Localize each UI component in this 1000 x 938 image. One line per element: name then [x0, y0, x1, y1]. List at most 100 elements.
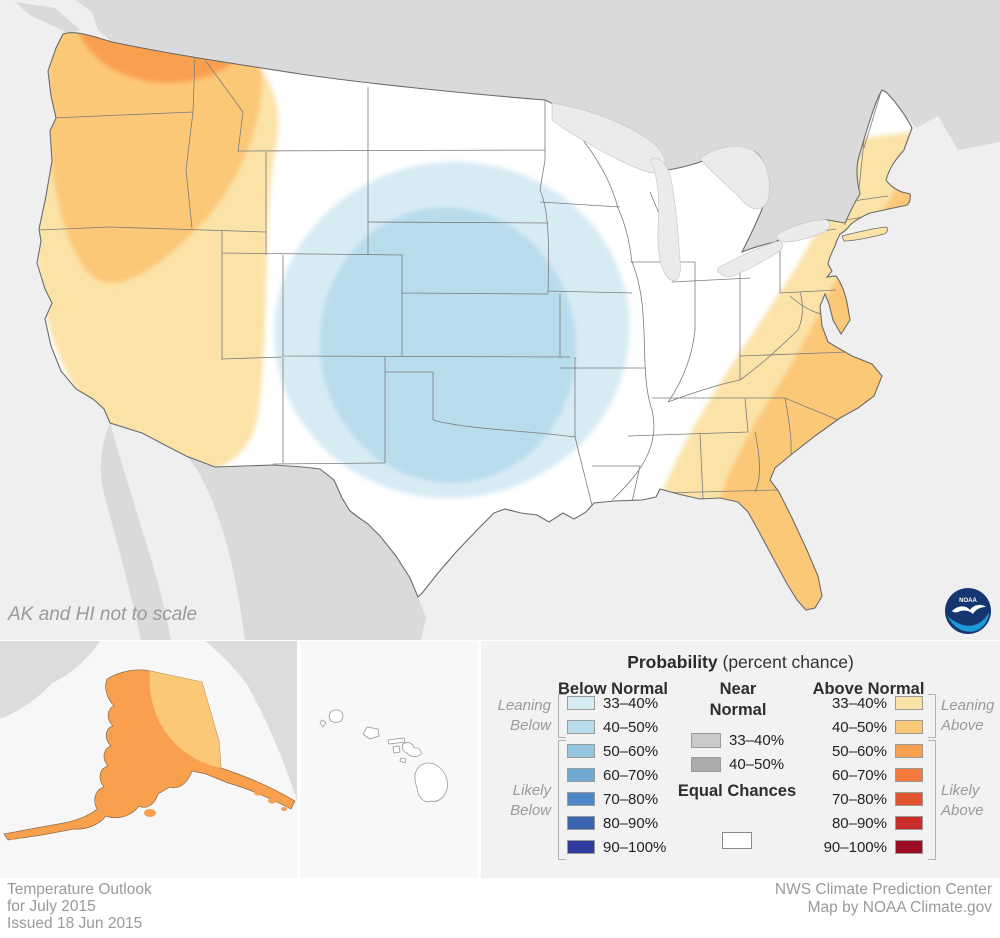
- footer-period: for July 2015: [7, 898, 96, 915]
- leaning-below-bracket: [558, 694, 566, 738]
- legend-row: 40–50%: [567, 715, 666, 739]
- overlay-below-center-40-50: [319, 207, 577, 483]
- hawaii-inset: [300, 641, 478, 878]
- legend-row: 33–40%: [691, 728, 784, 752]
- above-range-label: 50–60%: [831, 742, 887, 760]
- legend: Probability (percent chance) Below Norma…: [481, 641, 1000, 878]
- legend-row: 33–40%: [567, 691, 666, 715]
- above-range-label: 80–90%: [831, 814, 887, 832]
- footer-credit: Map by NOAA Climate.gov: [807, 899, 992, 916]
- legend-row: 80–90%: [567, 811, 666, 835]
- lake-ontario: [776, 219, 831, 243]
- footer-title: Temperature Outlook: [7, 881, 152, 898]
- noaa-logo-gull: [952, 604, 986, 614]
- conus-map-svg: [15, 0, 1000, 640]
- legend-row: 33–40%: [817, 691, 923, 715]
- legend-title-bold: Probability: [627, 652, 718, 672]
- below-range-label: 70–80%: [603, 790, 659, 808]
- state-borders: [37, 55, 889, 506]
- equal-chances-label: Equal Chances: [677, 782, 797, 800]
- hawaiian-islands: [319, 709, 448, 803]
- canada-landmass-ak: [205, 641, 297, 801]
- below-range-label: 40–50%: [603, 718, 659, 736]
- below-swatch-80-90: [567, 816, 595, 830]
- legend-row: 50–60%: [567, 739, 666, 763]
- footer-issued: Issued 18 Jun 2015: [7, 915, 143, 932]
- near-normal-rows: 33–40% 40–50%: [691, 728, 784, 776]
- above-range-label: 90–100%: [823, 838, 887, 856]
- island-oahu: [362, 726, 380, 740]
- legend-row: 40–50%: [817, 715, 923, 739]
- near-range-label: 33–40%: [729, 731, 785, 749]
- leaning-above-label: Leaning Above: [941, 697, 995, 734]
- below-range-label: 60–70%: [603, 766, 659, 784]
- near-normal-header: Near Normal: [709, 680, 767, 719]
- below-normal-header: Below Normal: [557, 680, 669, 698]
- great-lakes: [551, 102, 831, 282]
- likely-above-bracket: [928, 740, 936, 860]
- above-range-label: 60–70%: [831, 766, 887, 784]
- footer: Temperature Outlook for July 2015 Issued…: [0, 878, 1000, 938]
- aleutian-islands: [10, 790, 287, 841]
- island-lanai: [392, 745, 401, 754]
- legend-row: 60–70%: [567, 763, 666, 787]
- below-range-label: 90–100%: [603, 838, 667, 856]
- above-swatch-60-70: [895, 768, 923, 782]
- footer-credit-block: NWS Climate Prediction Center Map by NOA…: [775, 881, 992, 917]
- legend-row: 70–80%: [817, 787, 923, 811]
- legend-row: 90–100%: [567, 835, 666, 859]
- footer-title-block: Temperature Outlook for July 2015 Issued…: [7, 881, 152, 932]
- equal-chances-swatch: [722, 832, 752, 849]
- alaska-landmass: [3, 669, 296, 841]
- vancouver-island: [15, 2, 80, 34]
- likely-above-label: Likely Above: [941, 782, 984, 819]
- legend-row: 40–50%: [691, 752, 784, 776]
- below-range-label: 33–40%: [603, 694, 659, 712]
- below-swatch-70-80: [567, 792, 595, 806]
- scale-note: AK and HI not to scale: [8, 604, 198, 625]
- below-normal-rows: 33–40% 40–50% 50–60% 60–70% 70–80% 80–90…: [567, 691, 666, 859]
- likely-below-label: Likely Below: [510, 782, 551, 819]
- island-kauai: [328, 709, 344, 723]
- baja-california: [100, 423, 171, 640]
- mexico-landmass: [186, 456, 426, 640]
- alaska-lighter-zone: [149, 671, 221, 768]
- above-normal-header: Above Normal: [812, 680, 925, 698]
- russia-landmass: [0, 641, 100, 719]
- footer-source: NWS Climate Prediction Center: [774, 881, 992, 898]
- leaning-above-bracket: [928, 694, 936, 738]
- alaska-inset: [0, 641, 297, 878]
- above-swatch-70-80: [895, 792, 923, 806]
- overlay-above-west-40-50: [47, 32, 263, 284]
- legend-row: 50–60%: [817, 739, 923, 763]
- below-range-label: 50–60%: [603, 742, 659, 760]
- island-molokai: [387, 737, 406, 745]
- conus-map: AK and HI not to scale NOAA: [0, 0, 1000, 640]
- lake-michigan: [649, 158, 681, 282]
- legend-row: 80–90%: [817, 811, 923, 835]
- legend-row: 70–80%: [567, 787, 666, 811]
- above-range-label: 40–50%: [831, 718, 887, 736]
- below-swatch-90-100: [567, 840, 595, 854]
- above-swatch-40-50: [895, 720, 923, 734]
- below-swatch-60-70: [567, 768, 595, 782]
- above-swatch-50-60: [895, 744, 923, 758]
- island-niihau: [319, 719, 327, 728]
- above-range-label: 33–40%: [831, 694, 887, 712]
- near-range-label: 40–50%: [729, 755, 785, 773]
- above-swatch-33-40: [895, 696, 923, 710]
- near-swatch-40-50: [691, 756, 721, 772]
- leaning-below-label: Leaning Below: [497, 697, 551, 734]
- long-island: [841, 226, 889, 242]
- legend-title-rest: (percent chance): [717, 652, 854, 672]
- legend-row: 60–70%: [817, 763, 923, 787]
- island-maui: [401, 742, 422, 757]
- above-normal-rows: 33–40% 40–50% 50–60% 60–70% 70–80% 80–90…: [817, 691, 923, 859]
- noaa-logo-text: NOAA: [959, 598, 977, 604]
- lake-huron: [699, 145, 770, 210]
- below-swatch-40-50: [567, 720, 595, 734]
- above-swatch-80-90: [895, 816, 923, 830]
- island-kahoolawe: [399, 757, 407, 764]
- lake-erie: [717, 241, 783, 277]
